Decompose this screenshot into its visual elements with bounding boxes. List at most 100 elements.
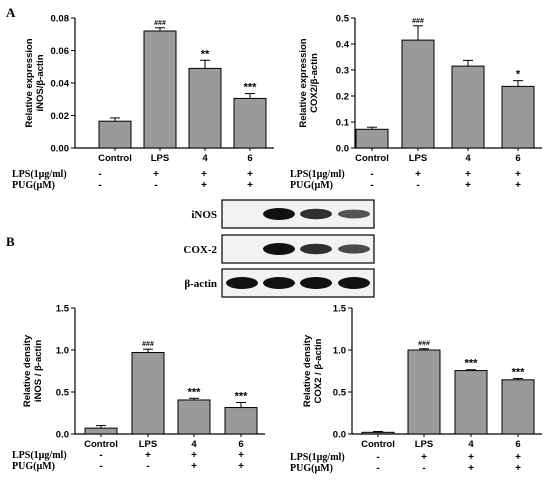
bar-lps [407,349,441,435]
lps-row-value: - [370,169,373,180]
y-tick-label: 0.5 [336,14,350,25]
pug-row-label: PUG(µM) [12,180,55,191]
category-label: Control [355,153,389,164]
pug-row-label: PUG(µM) [290,180,333,191]
blot-band [338,209,370,219]
y-tick-label: 0.5 [56,388,70,399]
chart-inos-expression: 0.00 0.02 0.04 0.06 0.08 Relative expressioni… [12,14,274,191]
lps-row-value: - [376,452,379,463]
significance-mark: * [516,69,521,81]
bar-4 [177,399,211,435]
blot-band [263,243,295,255]
category-label: LPS [415,439,433,450]
category-label: 4 [202,153,208,164]
significance-mark: ### [154,20,166,27]
bar-control [98,120,132,149]
bar-lps [143,30,177,149]
y-axis-label: Relative expressionCOX2/β-actin [298,38,320,127]
blot-band [226,277,258,289]
blot-band [300,208,332,220]
pug-row-label: PUG(µM) [290,463,333,474]
category-label: 6 [515,153,520,164]
chart-inos-density: 0.0 0.5 1.0 1.5 Relative densityiNOS / β-act… [12,304,265,472]
pug-row-value: - [146,461,149,472]
lps-row-label: LPS(1µg/ml) [290,169,345,180]
y-tick-label: 0.3 [336,66,349,77]
bar-4 [454,370,488,435]
bar-6 [501,85,535,149]
y-tick-label: 0.02 [51,111,70,122]
significance-mark: ### [142,341,154,348]
blot-band [263,277,295,289]
y-tick-label: 1.5 [333,304,347,315]
bar-control [361,431,395,435]
category-label: 4 [191,439,197,450]
lps-row-value: - [98,169,101,180]
blot-label: iNOS [191,209,217,221]
lps-row-label: LPS(1µg/ml) [290,452,345,463]
lps-row-value: + [201,169,207,180]
bar-6 [501,379,535,435]
pug-row-value: + [238,461,244,472]
category-label: LPS [151,153,169,164]
y-tick-label: 1.5 [56,304,70,315]
lps-row-value: + [238,450,244,461]
category-label: LPS [139,439,157,450]
significance-mark: ** [201,48,210,60]
chart-cox2-density: 0.0 0.5 1.0 1.5 Relative densityCOX2 / β-act… [290,304,542,474]
bar-6 [233,97,267,149]
pug-row-value: - [416,180,419,191]
pug-row-value: + [465,180,471,191]
y-tick-label: 0.0 [333,430,346,441]
y-axis-label: Relative expressioniNOS/β-actin [24,38,46,127]
pug-row-value: - [376,463,379,474]
lps-row-value: + [247,169,253,180]
y-tick-label: 0.1 [336,118,350,129]
y-axis-label: Relative densityiNOS / β-actin [22,334,44,407]
category-label: Control [98,153,132,164]
pug-row-value: - [154,180,157,191]
lps-row-value: + [191,450,197,461]
significance-mark: *** [465,358,479,370]
lps-row-value: + [153,169,159,180]
lps-row-label: LPS(1µg/ml) [12,169,67,180]
blot-band [300,277,332,289]
category-label: 4 [465,153,471,164]
lps-row-value: + [415,169,421,180]
blot-label: β-actin [184,278,217,290]
category-label: LPS [409,153,427,164]
category-label: Control [84,439,118,450]
blot-band [338,277,370,289]
western-blot: iNOS COX-2 β-actin [183,199,375,298]
significance-mark: *** [244,82,258,94]
blot-label: COX-2 [183,244,217,256]
pug-row-value: - [422,463,425,474]
y-tick-label: 0.2 [336,92,349,103]
significance-mark: *** [235,391,249,403]
pug-row-label: PUG(µM) [12,461,55,472]
chart-cox2-expression: 0.0 0.1 0.2 0.3 0.4 0.5 Relative expressionCOX… [290,14,542,191]
blot-band [263,208,295,220]
significance-mark: *** [512,367,526,379]
pug-row-value: + [201,180,207,191]
y-tick-label: 0.0 [56,430,69,441]
pug-row-value: + [515,463,521,474]
y-tick-label: 0.00 [51,144,70,155]
pug-row-value: - [98,180,101,191]
pug-row-value: - [370,180,373,191]
bar-6 [224,407,258,435]
panel-label-a: A [6,5,16,20]
y-tick-label: 1.0 [333,346,346,357]
category-label: 6 [247,153,252,164]
blot-band [300,243,332,255]
category-label: Control [361,439,395,450]
y-tick-label: 0.06 [51,46,70,57]
bar-4 [451,65,485,149]
significance-mark: ### [418,341,430,348]
y-tick-label: 0.4 [336,40,350,51]
bar-lps [131,352,165,435]
y-tick-label: 1.0 [56,346,69,357]
significance-mark: *** [188,386,202,398]
bar-4 [188,67,222,149]
